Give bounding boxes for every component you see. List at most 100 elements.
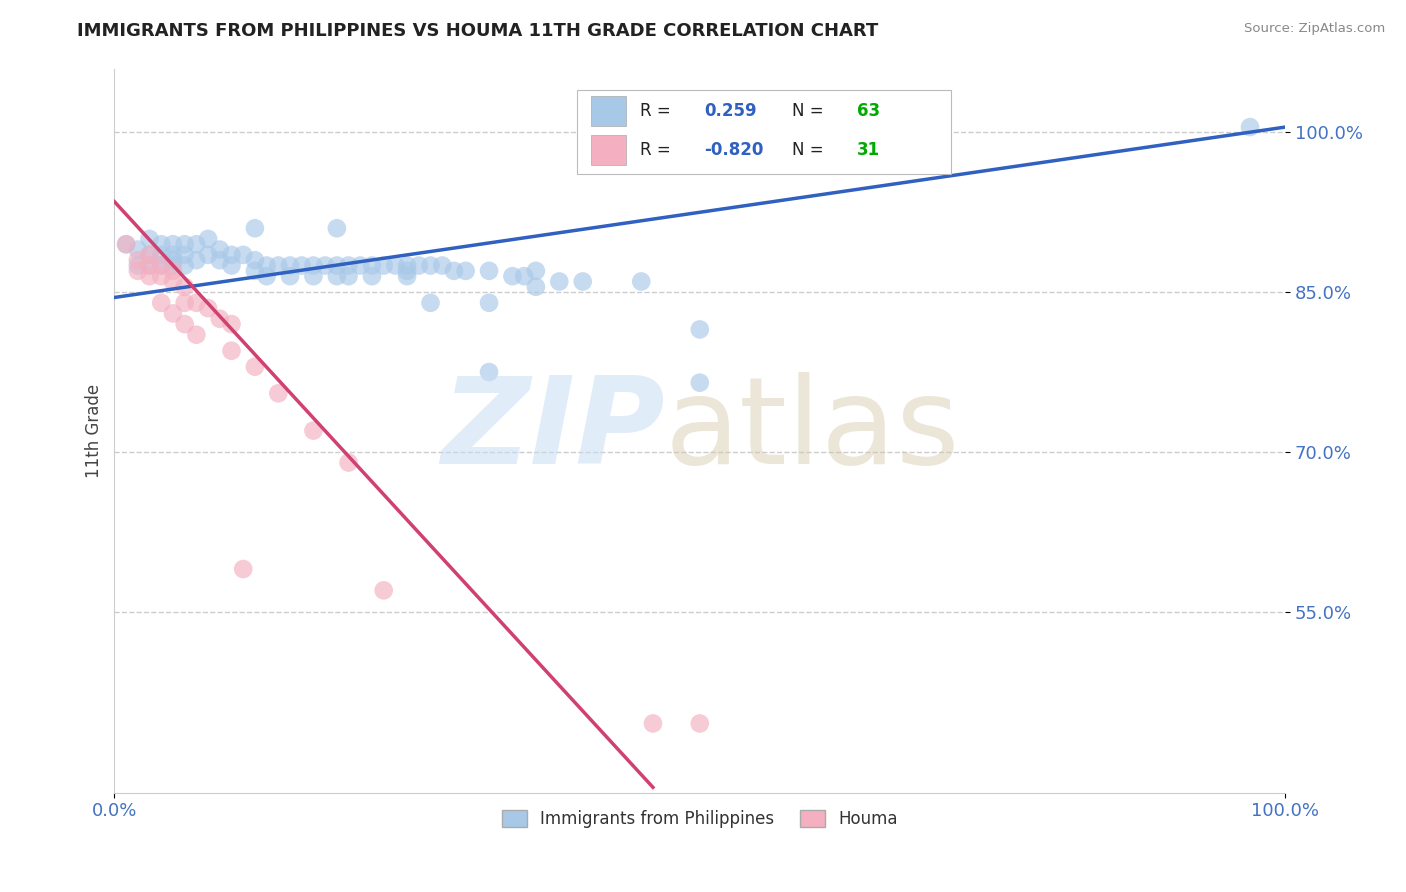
Point (326, 269, 349, 284)
Point (571, 275, 593, 289)
Point (150, 269, 173, 284)
Point (115, 237, 138, 252)
Text: Source: ZipAtlas.com: Source: ZipAtlas.com (1244, 22, 1385, 36)
Point (162, 248, 184, 262)
Point (689, 376, 711, 390)
Text: N =: N = (792, 102, 830, 120)
Point (548, 275, 571, 289)
Point (221, 317, 243, 331)
Point (278, 259, 301, 273)
Point (641, 716, 664, 731)
Point (396, 259, 419, 273)
Point (232, 248, 254, 262)
Point (208, 311, 231, 326)
Point (337, 259, 360, 273)
Point (524, 280, 547, 294)
Point (513, 269, 536, 284)
Point (208, 243, 231, 257)
Text: -0.820: -0.820 (704, 141, 763, 159)
Point (454, 264, 477, 278)
Point (243, 264, 266, 278)
Point (150, 259, 173, 273)
Point (256, 269, 278, 284)
Point (162, 237, 184, 252)
Y-axis label: 11th Grade: 11th Grade (86, 384, 103, 477)
Point (138, 259, 160, 273)
Point (267, 386, 290, 401)
Point (373, 583, 395, 598)
Point (197, 248, 219, 262)
Point (232, 562, 254, 576)
Point (127, 264, 149, 278)
Point (186, 327, 208, 342)
Point (337, 269, 360, 284)
Point (173, 237, 195, 252)
Text: R =: R = (640, 102, 676, 120)
Point (396, 269, 419, 284)
Point (197, 232, 219, 246)
Point (127, 243, 149, 257)
Text: N =: N = (792, 141, 830, 159)
Point (127, 253, 149, 268)
Point (478, 295, 501, 310)
Point (478, 365, 501, 379)
Point (173, 248, 195, 262)
Point (630, 275, 652, 289)
Point (443, 264, 465, 278)
Point (326, 259, 349, 273)
Point (173, 317, 195, 331)
Text: 63: 63 (856, 102, 880, 120)
Text: 0.259: 0.259 (704, 102, 756, 120)
Point (150, 248, 173, 262)
Point (302, 424, 325, 438)
Point (314, 259, 336, 273)
Point (478, 264, 501, 278)
Point (267, 259, 290, 273)
Point (173, 259, 195, 273)
Point (291, 259, 314, 273)
Point (162, 264, 184, 278)
Point (243, 253, 266, 268)
Point (197, 301, 219, 315)
Point (150, 295, 173, 310)
Legend: Immigrants from Philippines, Houma: Immigrants from Philippines, Houma (495, 804, 904, 835)
Point (162, 253, 184, 268)
Point (162, 306, 184, 320)
Point (138, 248, 160, 262)
Point (162, 275, 184, 289)
Point (127, 259, 149, 273)
Point (302, 269, 325, 284)
Point (302, 259, 325, 273)
Point (150, 259, 173, 273)
Point (162, 259, 184, 273)
Point (501, 269, 523, 284)
Point (689, 716, 711, 731)
Point (396, 264, 419, 278)
Text: 31: 31 (856, 141, 880, 159)
Bar (591, 95, 626, 126)
Point (138, 269, 160, 284)
Point (243, 221, 266, 235)
Point (1239, 120, 1261, 134)
Point (138, 232, 160, 246)
Point (373, 259, 395, 273)
Text: IMMIGRANTS FROM PHILIPPINES VS HOUMA 11TH GRADE CORRELATION CHART: IMMIGRANTS FROM PHILIPPINES VS HOUMA 11T… (77, 22, 879, 40)
Point (278, 269, 301, 284)
Point (384, 259, 406, 273)
Point (419, 259, 441, 273)
Point (361, 259, 384, 273)
Point (326, 221, 349, 235)
Point (337, 456, 360, 470)
Point (150, 237, 173, 252)
Point (186, 295, 208, 310)
Point (432, 259, 454, 273)
Point (689, 322, 711, 336)
Point (208, 253, 231, 268)
Text: atlas: atlas (665, 372, 960, 489)
Point (243, 359, 266, 374)
Point (419, 295, 441, 310)
Point (138, 259, 160, 273)
Text: R =: R = (640, 141, 676, 159)
Point (221, 259, 243, 273)
Point (173, 295, 195, 310)
